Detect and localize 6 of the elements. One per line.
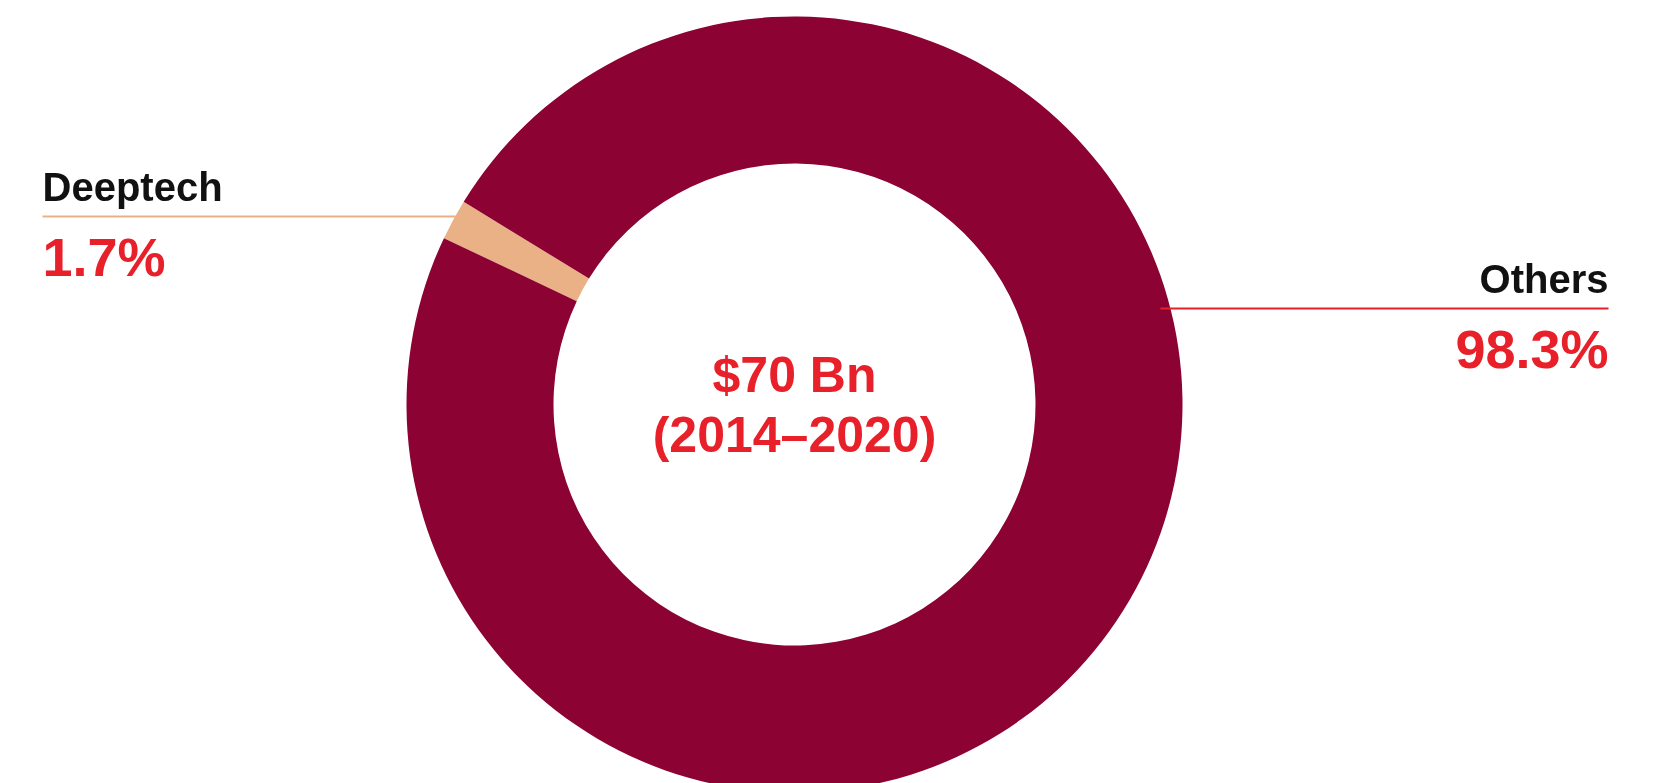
slice-label: Deeptech [42, 164, 223, 209]
data-label: 1.7% [42, 226, 166, 287]
data-label: 98.3% [1455, 318, 1609, 379]
slice-label: Others [1479, 256, 1609, 301]
text: $70 Bn [712, 346, 877, 403]
text: (2014–2020) [652, 406, 937, 463]
